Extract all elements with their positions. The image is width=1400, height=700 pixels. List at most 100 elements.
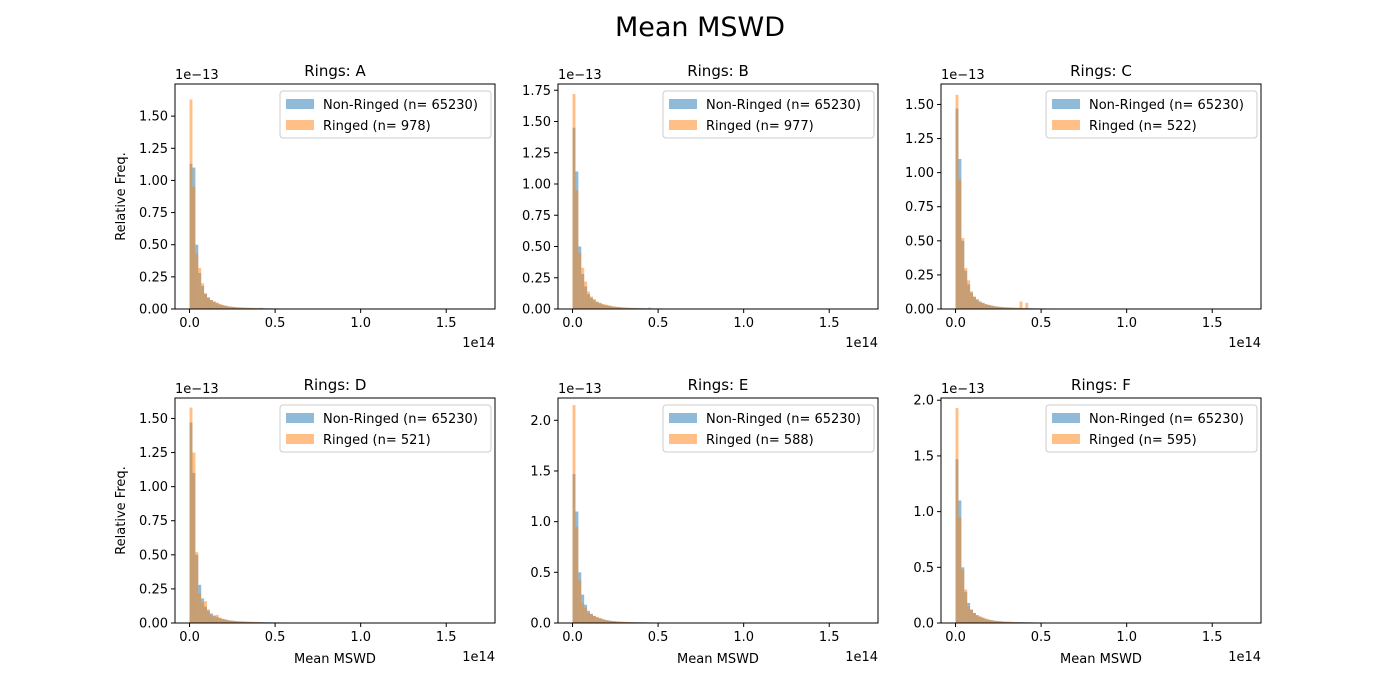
ringed-bar xyxy=(592,299,596,309)
y-tick-label: 1.00 xyxy=(905,166,934,181)
y-tick-label: 1.50 xyxy=(139,412,168,427)
x-tick-label: 0.5 xyxy=(648,316,669,331)
ringed-bar xyxy=(575,190,579,309)
ringed-bar xyxy=(595,301,599,309)
ringed-bar xyxy=(241,307,245,309)
y-tick-label: 0.50 xyxy=(905,234,934,249)
ringed-bar xyxy=(1010,307,1014,309)
ringed-bar xyxy=(595,616,599,623)
legend-box xyxy=(662,404,875,453)
y-tick-label: 0.00 xyxy=(139,617,168,632)
legend: Non-Ringed (n= 65230) Ringed (n= 588) xyxy=(662,404,875,453)
ringed-bar xyxy=(201,283,205,309)
legend-swatch-non-ringed xyxy=(669,413,697,423)
legend-box xyxy=(1045,404,1258,453)
ringed-bar xyxy=(590,613,593,623)
legend-label-non-ringed: Non-Ringed (n= 65230) xyxy=(706,412,861,427)
subplot-title: Rings: F xyxy=(1071,376,1131,394)
ringed-bar xyxy=(239,307,242,309)
ringed-bar xyxy=(607,305,611,309)
ringed-bar xyxy=(1010,621,1014,623)
ringed-bar xyxy=(221,305,225,309)
x-offset-label: 1e14 xyxy=(462,336,495,351)
ringed-bar xyxy=(970,291,973,309)
legend-box xyxy=(1045,90,1258,139)
ringed-bar xyxy=(221,618,225,623)
legend: Non-Ringed (n= 65230) Ringed (n= 522) xyxy=(1045,90,1258,139)
ringed-bar xyxy=(1002,621,1005,623)
subplot-title: Rings: C xyxy=(1070,62,1132,80)
y-tick-label: 1.25 xyxy=(139,142,168,157)
ringed-bar xyxy=(958,179,962,309)
ringed-bar xyxy=(1019,301,1023,309)
ringed-bar xyxy=(607,620,611,623)
legend-label-ringed: Ringed (n= 977) xyxy=(706,119,814,134)
y-tick-label: 0.5 xyxy=(913,561,934,576)
ringed-bar xyxy=(581,267,585,309)
legend-swatch-ringed xyxy=(669,434,697,444)
y-tick-label: 0.75 xyxy=(522,209,551,224)
x-tick-label: 0.0 xyxy=(562,316,583,331)
ringed-bar xyxy=(598,617,602,623)
ringed-bar xyxy=(244,307,248,309)
ringed-bar xyxy=(209,300,213,309)
ringed-bar xyxy=(204,601,207,623)
histogram-bars-e xyxy=(572,405,718,624)
ringed-bar xyxy=(996,306,1000,309)
y-tick-label: 0.25 xyxy=(139,582,168,597)
y-tick-label: 1.50 xyxy=(139,110,168,125)
x-offset-label: 1e14 xyxy=(462,650,495,665)
y-tick-label: 0.75 xyxy=(139,514,168,529)
x-tick-label: 1.5 xyxy=(819,630,840,645)
legend-label-non-ringed: Non-Ringed (n= 65230) xyxy=(1089,98,1244,113)
axes-frame xyxy=(557,397,879,624)
x-tick-label: 1.0 xyxy=(733,630,754,645)
x-tick-label: 0.5 xyxy=(1031,630,1052,645)
y-tick-label: 1.00 xyxy=(139,480,168,495)
y-tick-label: 0.50 xyxy=(139,548,168,563)
ringed-bar xyxy=(1005,307,1008,309)
legend-label-non-ringed: Non-Ringed (n= 65230) xyxy=(706,98,861,113)
ringed-bar xyxy=(230,620,234,623)
x-tick-label: 0.0 xyxy=(562,630,583,645)
ringed-bar xyxy=(189,407,193,623)
x-offset-label: 1e14 xyxy=(1228,336,1261,351)
ringed-bar xyxy=(207,609,210,623)
y-tick-label: 0.00 xyxy=(905,303,934,318)
ringed-bar xyxy=(987,619,991,623)
legend-swatch-ringed xyxy=(286,434,314,444)
ringed-bar xyxy=(964,589,968,623)
ringed-bar xyxy=(227,620,231,623)
ringed-bar xyxy=(993,306,997,309)
y-axis-label: Relative Freq. xyxy=(114,152,129,241)
ringed-bar xyxy=(970,609,973,623)
ringed-bar xyxy=(236,621,239,623)
legend-label-non-ringed: Non-Ringed (n= 65230) xyxy=(323,412,478,427)
figure-title: Mean MSWD xyxy=(615,12,785,43)
y-tick-label: 1.25 xyxy=(139,446,168,461)
legend: Non-Ringed (n= 65230) Ringed (n= 521) xyxy=(279,404,492,453)
ringed-bar xyxy=(247,307,251,309)
subplot-b: 0.0 0.5 1.0 1.5 0.00 0.25 0.50 0.75 1.00 1.25 1.50… xyxy=(522,62,879,351)
subplot-c: 0.0 0.5 1.0 1.5 0.00 0.25 0.50 0.75 1.00 1.25 1.50… xyxy=(905,62,1262,351)
y-tick-label: 1.0 xyxy=(913,505,934,520)
y-tick-label: 1.0 xyxy=(530,515,551,530)
ringed-bar xyxy=(1005,621,1008,623)
x-tick-label: 1.5 xyxy=(819,316,840,331)
legend-label-ringed: Ringed (n= 522) xyxy=(1089,119,1197,134)
y-tick-label: 1.00 xyxy=(522,178,551,193)
legend-box xyxy=(662,90,875,139)
y-tick-label: 0.75 xyxy=(905,200,934,215)
y-tick-label: 1.5 xyxy=(913,449,934,464)
ringed-bar xyxy=(973,612,976,623)
y-tick-label: 2.0 xyxy=(913,394,934,409)
ringed-bar xyxy=(215,614,219,623)
ringed-bar xyxy=(215,302,219,309)
y-tick-label: 1.25 xyxy=(522,146,551,161)
ringed-bar xyxy=(624,621,628,623)
legend-box xyxy=(279,90,492,139)
histogram-bars-d xyxy=(189,407,335,624)
y-tick-label: 0.00 xyxy=(522,303,551,318)
legend-swatch-ringed xyxy=(1052,434,1080,444)
y-tick-label: 2.0 xyxy=(530,414,551,429)
